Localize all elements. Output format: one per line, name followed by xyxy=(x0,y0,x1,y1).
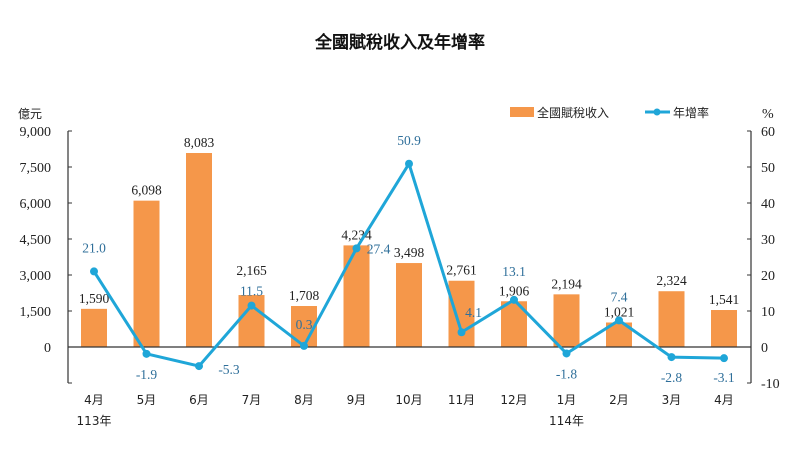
growth-rate-point xyxy=(405,159,413,168)
bar-value-label: 2,165 xyxy=(236,263,267,278)
growth-rate-point xyxy=(195,362,203,371)
legend-label-bar: 全國賦稅收入 xyxy=(537,105,609,120)
right-tick-label: 0 xyxy=(761,341,768,356)
right-tick-label: 10 xyxy=(761,305,775,320)
legend-swatch-marker xyxy=(653,108,661,116)
bar-value-label: 1,906 xyxy=(499,283,530,298)
bar xyxy=(396,263,422,347)
growth-rate-label: 13.1 xyxy=(502,264,526,279)
category-label: 1月 xyxy=(557,393,577,407)
left-tick-label: 9,000 xyxy=(20,125,52,140)
category-label: 3月 xyxy=(662,393,682,407)
bar-value-label: 2,194 xyxy=(551,276,582,291)
growth-rate-point xyxy=(510,295,518,304)
legend: 全國賦稅收入 年增率 xyxy=(510,105,709,120)
growth-rate-label: 21.0 xyxy=(82,240,106,255)
left-tick-label: 4,500 xyxy=(20,233,52,248)
right-tick-label: -10 xyxy=(761,377,780,392)
growth-rate-label: -3.1 xyxy=(713,370,734,385)
bar xyxy=(133,200,160,347)
bar-value-label: 6,098 xyxy=(131,183,162,198)
bar-value-label: 1,708 xyxy=(289,288,320,303)
bar-value-label: 1,590 xyxy=(79,291,110,306)
category-label: 2月 xyxy=(609,393,629,407)
year-label: 114年 xyxy=(549,414,584,428)
bar-value-label: 1,541 xyxy=(709,292,739,307)
category-label: 8月 xyxy=(294,393,314,407)
right-tick-label: 60 xyxy=(761,125,775,140)
growth-rate-point xyxy=(352,244,361,253)
right-tick-label: 20 xyxy=(761,269,775,284)
left-tick-label: 6,000 xyxy=(20,197,52,212)
growth-rate-label: 0.3 xyxy=(296,317,313,332)
growth-rate-point xyxy=(667,353,676,362)
left-axis-unit: 億元 xyxy=(18,107,42,121)
left-tick-label: 7,500 xyxy=(20,161,52,176)
bar xyxy=(81,308,107,347)
bar-value-label: 2,324 xyxy=(656,273,687,288)
growth-rate-label: 11.5 xyxy=(240,284,263,299)
growth-rate-point xyxy=(457,328,466,337)
growth-rate-label: 7.4 xyxy=(611,289,628,304)
growth-rate-point xyxy=(247,301,256,310)
growth-rate-label: 50.9 xyxy=(397,133,421,148)
bar-value-label: 2,761 xyxy=(446,263,476,278)
bar xyxy=(343,245,370,347)
growth-rate-point xyxy=(562,349,571,358)
growth-rate-label: -1.8 xyxy=(556,366,578,381)
year-label: 113年 xyxy=(77,414,112,428)
category-label: 5月 xyxy=(137,393,157,407)
growth-rate-label: 4.1 xyxy=(465,305,482,320)
category-label: 12月 xyxy=(500,393,527,407)
growth-rate-point xyxy=(615,316,623,325)
growth-rate-point xyxy=(720,354,728,363)
legend-label-line: 年增率 xyxy=(673,105,709,120)
category-label: 9月 xyxy=(347,393,367,407)
category-label: 11月 xyxy=(448,393,475,407)
growth-rate-point xyxy=(90,267,98,276)
growth-rate-label: -2.8 xyxy=(661,370,683,385)
category-label: 7月 xyxy=(242,393,262,407)
bar-value-label: 3,498 xyxy=(394,245,425,260)
growth-rate-label: -1.9 xyxy=(136,367,158,382)
bar-value-label: 1,021 xyxy=(604,304,634,319)
growth-rate-label: 27.4 xyxy=(367,241,391,256)
growth-rate-point xyxy=(300,341,308,350)
left-tick-label: 3,000 xyxy=(20,269,52,284)
bar xyxy=(658,291,685,347)
category-label: 4月 xyxy=(84,393,104,407)
chart-title: 全國賦稅收入及年增率 xyxy=(314,32,485,53)
right-tick-label: 30 xyxy=(761,233,775,248)
legend-swatch-bar xyxy=(510,107,534,117)
bar xyxy=(553,294,580,347)
growth-rate-point xyxy=(142,349,151,358)
category-label: 4月 xyxy=(714,393,734,407)
left-tick-label: 0 xyxy=(44,341,51,356)
category-label: 10月 xyxy=(395,393,422,407)
bar xyxy=(711,310,737,347)
growth-rate-label: -5.3 xyxy=(218,362,240,377)
right-axis-unit: % xyxy=(762,107,774,122)
right-tick-label: 40 xyxy=(761,197,775,212)
bar xyxy=(186,153,212,347)
bar-value-label: 8,083 xyxy=(184,135,215,150)
left-tick-label: 1,500 xyxy=(20,305,52,320)
right-tick-label: 50 xyxy=(761,161,775,176)
category-label: 6月 xyxy=(189,393,209,407)
